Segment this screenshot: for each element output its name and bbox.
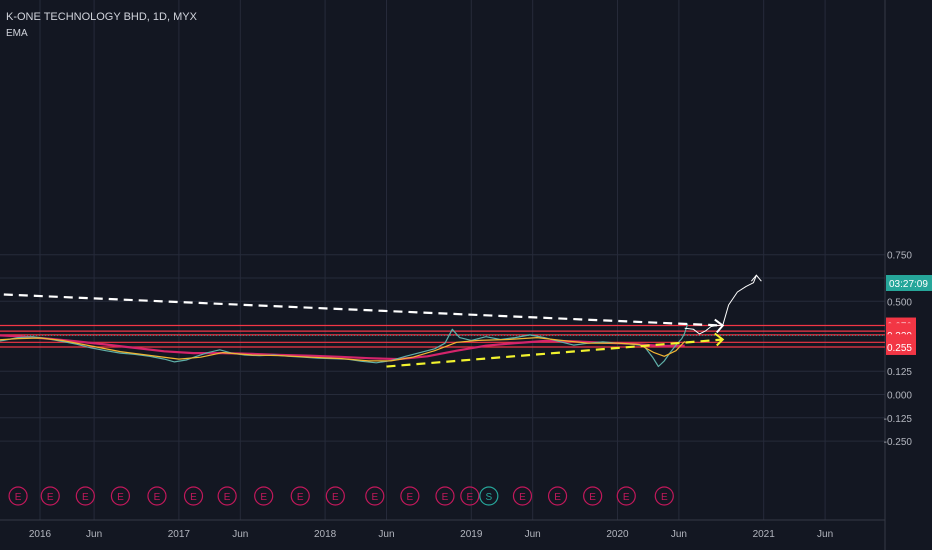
current-tag-bg [886,275,932,291]
event-marker[interactable]: E [290,486,310,506]
event-label: E [224,492,231,503]
event-circle [460,486,480,506]
event-label: E [442,492,449,503]
trend-line-resistance [0,293,723,327]
y-tick-label: 0.500 [887,297,912,308]
event-circle [654,486,674,506]
event-marker[interactable]: E [183,486,204,506]
grid [0,0,885,520]
event-label: E [466,492,473,503]
event-label: E [82,492,89,503]
x-tick-label: 2016 [29,529,52,540]
projection-arrow-head [750,274,762,282]
y-tick-label: -0.250 [884,437,913,448]
event-circle [110,486,131,506]
event-label: S [485,492,492,503]
event-marker[interactable]: E [110,486,131,506]
event-circle [290,486,310,506]
symbol-title[interactable]: K-ONE TECHNOLOGY BHD, 1D, MYX [6,11,197,23]
event-marker[interactable]: E [435,486,455,506]
level-tag-bg [886,338,916,355]
event-marker[interactable]: E [460,486,480,506]
y-tick-label: 0.125 [887,367,912,378]
event-marker[interactable]: E [365,486,385,506]
support-arrow-head [714,332,725,347]
x-tick-label: 2017 [168,529,191,540]
event-label: E [297,492,304,503]
projection-path [684,275,757,335]
x-tick-label: 2020 [606,529,629,540]
x-tick-label: 2021 [753,529,776,540]
event-marker[interactable]: E [616,486,636,506]
trend-line-support [386,338,723,368]
y-tick-label: -0.125 [884,414,913,425]
event-circle [40,486,60,506]
event-circle [479,486,499,506]
event-circle [325,486,345,506]
x-tick-label: Jun [378,529,394,540]
event-marker[interactable]: E [40,486,60,506]
event-circle [254,486,274,506]
x-tick-label: Jun [817,529,833,540]
x-tick-label: Jun [671,529,687,540]
event-marker[interactable]: E [512,486,533,506]
event-marker[interactable]: E [400,486,420,506]
event-label: E [407,492,414,503]
event-marker[interactable]: E [75,486,95,506]
event-label: E [190,492,197,503]
indicator-label[interactable]: EMA [6,28,28,39]
event-label: E [554,492,561,503]
event-circle [435,486,455,506]
event-marker[interactable]: E [217,486,237,506]
x-tick-label: Jun [86,529,102,540]
event-marker[interactable]: E [654,486,674,506]
event-circle [217,486,237,506]
event-marker[interactable]: E [8,486,28,506]
event-marker[interactable]: E [147,486,167,506]
event-marker[interactable]: E [254,486,274,506]
event-label: E [117,492,124,503]
y-tick-label: 0.750 [887,251,912,262]
level-tag-text: 0.255 [887,343,912,354]
event-marker[interactable]: E [547,486,568,506]
event-label: E [371,492,378,503]
event-circle [583,486,603,506]
event-label: E [623,492,630,503]
event-label: E [661,492,668,503]
current-price-tag: 03:27:09 [886,275,932,291]
event-label: E [15,492,22,503]
event-circle [512,486,533,506]
event-label: E [260,492,267,503]
event-circle [147,486,167,506]
y-tick-label: 0.000 [887,391,912,402]
event-label: E [519,492,526,503]
event-circle [365,486,385,506]
event-label: E [332,492,339,503]
event-marker[interactable]: S [479,486,499,506]
x-tick-label: 2019 [460,529,483,540]
ema-fast-line [0,337,686,362]
event-marker[interactable]: E [325,486,345,506]
x-tick-label: 2018 [314,529,337,540]
event-label: E [154,492,161,503]
event-label: E [47,492,54,503]
x-tick-label: Jun [525,529,541,540]
event-circle [8,486,28,506]
level-price-tag: 0.255 [886,338,916,355]
event-circle [183,486,204,506]
event-circle [547,486,568,506]
event-circle [400,486,420,506]
event-marker[interactable]: E [583,486,603,506]
event-circle [616,486,636,506]
event-circle [75,486,95,506]
current-tag-text: 03:27:09 [889,279,928,290]
event-label: E [589,492,596,503]
x-tick-label: Jun [232,529,248,540]
